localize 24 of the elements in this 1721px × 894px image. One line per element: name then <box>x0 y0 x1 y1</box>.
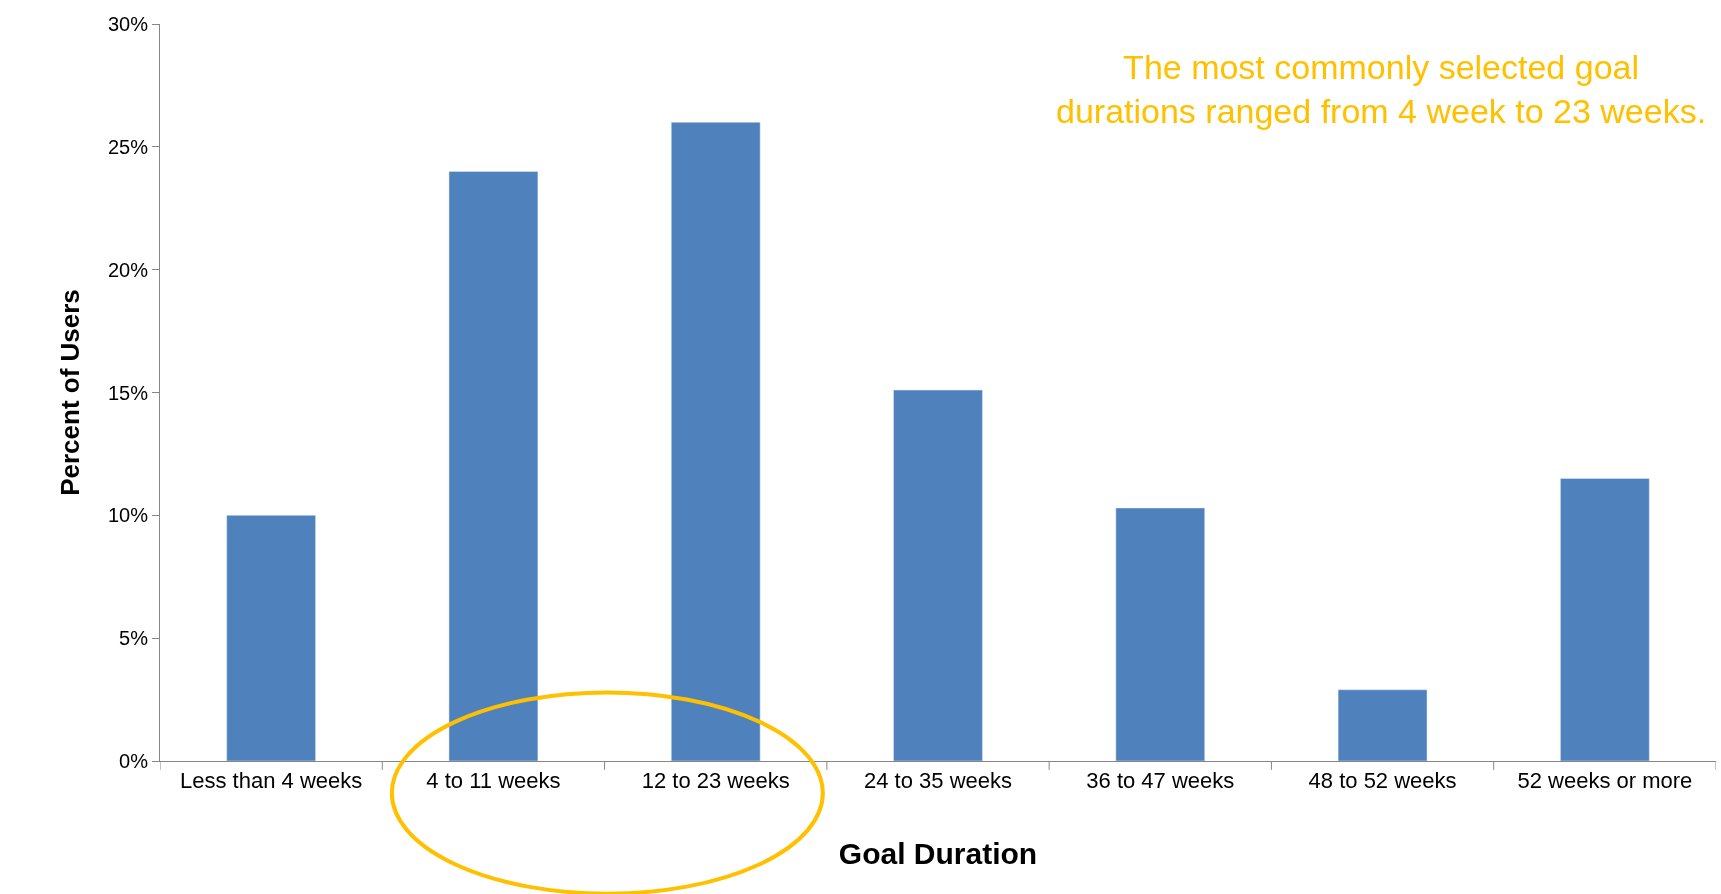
bar <box>893 389 983 761</box>
bar <box>448 171 539 761</box>
bar <box>671 122 761 761</box>
y-tick-label: 20% <box>107 258 149 281</box>
y-tick-label: 25% <box>107 135 149 158</box>
bar <box>1115 507 1205 761</box>
y-tick-label: 10% <box>107 504 149 527</box>
y-axis-title: Percent of Users <box>55 289 86 496</box>
x-tick-label: 52 weeks or more <box>1517 768 1693 794</box>
bar <box>1337 689 1428 761</box>
x-tick-label: 48 to 52 weeks <box>1308 768 1457 794</box>
y-tick-label: 5% <box>119 627 149 650</box>
bar <box>1560 478 1650 761</box>
x-tick-label: Less than 4 weeks <box>180 768 363 794</box>
y-tick-label: 30% <box>107 13 149 35</box>
y-tick-label: 0% <box>119 750 149 772</box>
x-tick-label: 12 to 23 weeks <box>641 768 790 794</box>
annotation: The most commonly selected goal durations ranged from 4 week to 23 weeks. <box>1056 48 1707 131</box>
x-tick-label: 4 to 11 weeks <box>426 768 561 794</box>
bar <box>226 515 316 761</box>
y-tick-label: 15% <box>107 381 149 404</box>
x-axis-title: Goal Duration <box>838 836 1038 870</box>
x-tick-label: 24 to 35 weeks <box>864 768 1012 794</box>
x-tick-label: 36 to 47 weeks <box>1086 768 1235 794</box>
